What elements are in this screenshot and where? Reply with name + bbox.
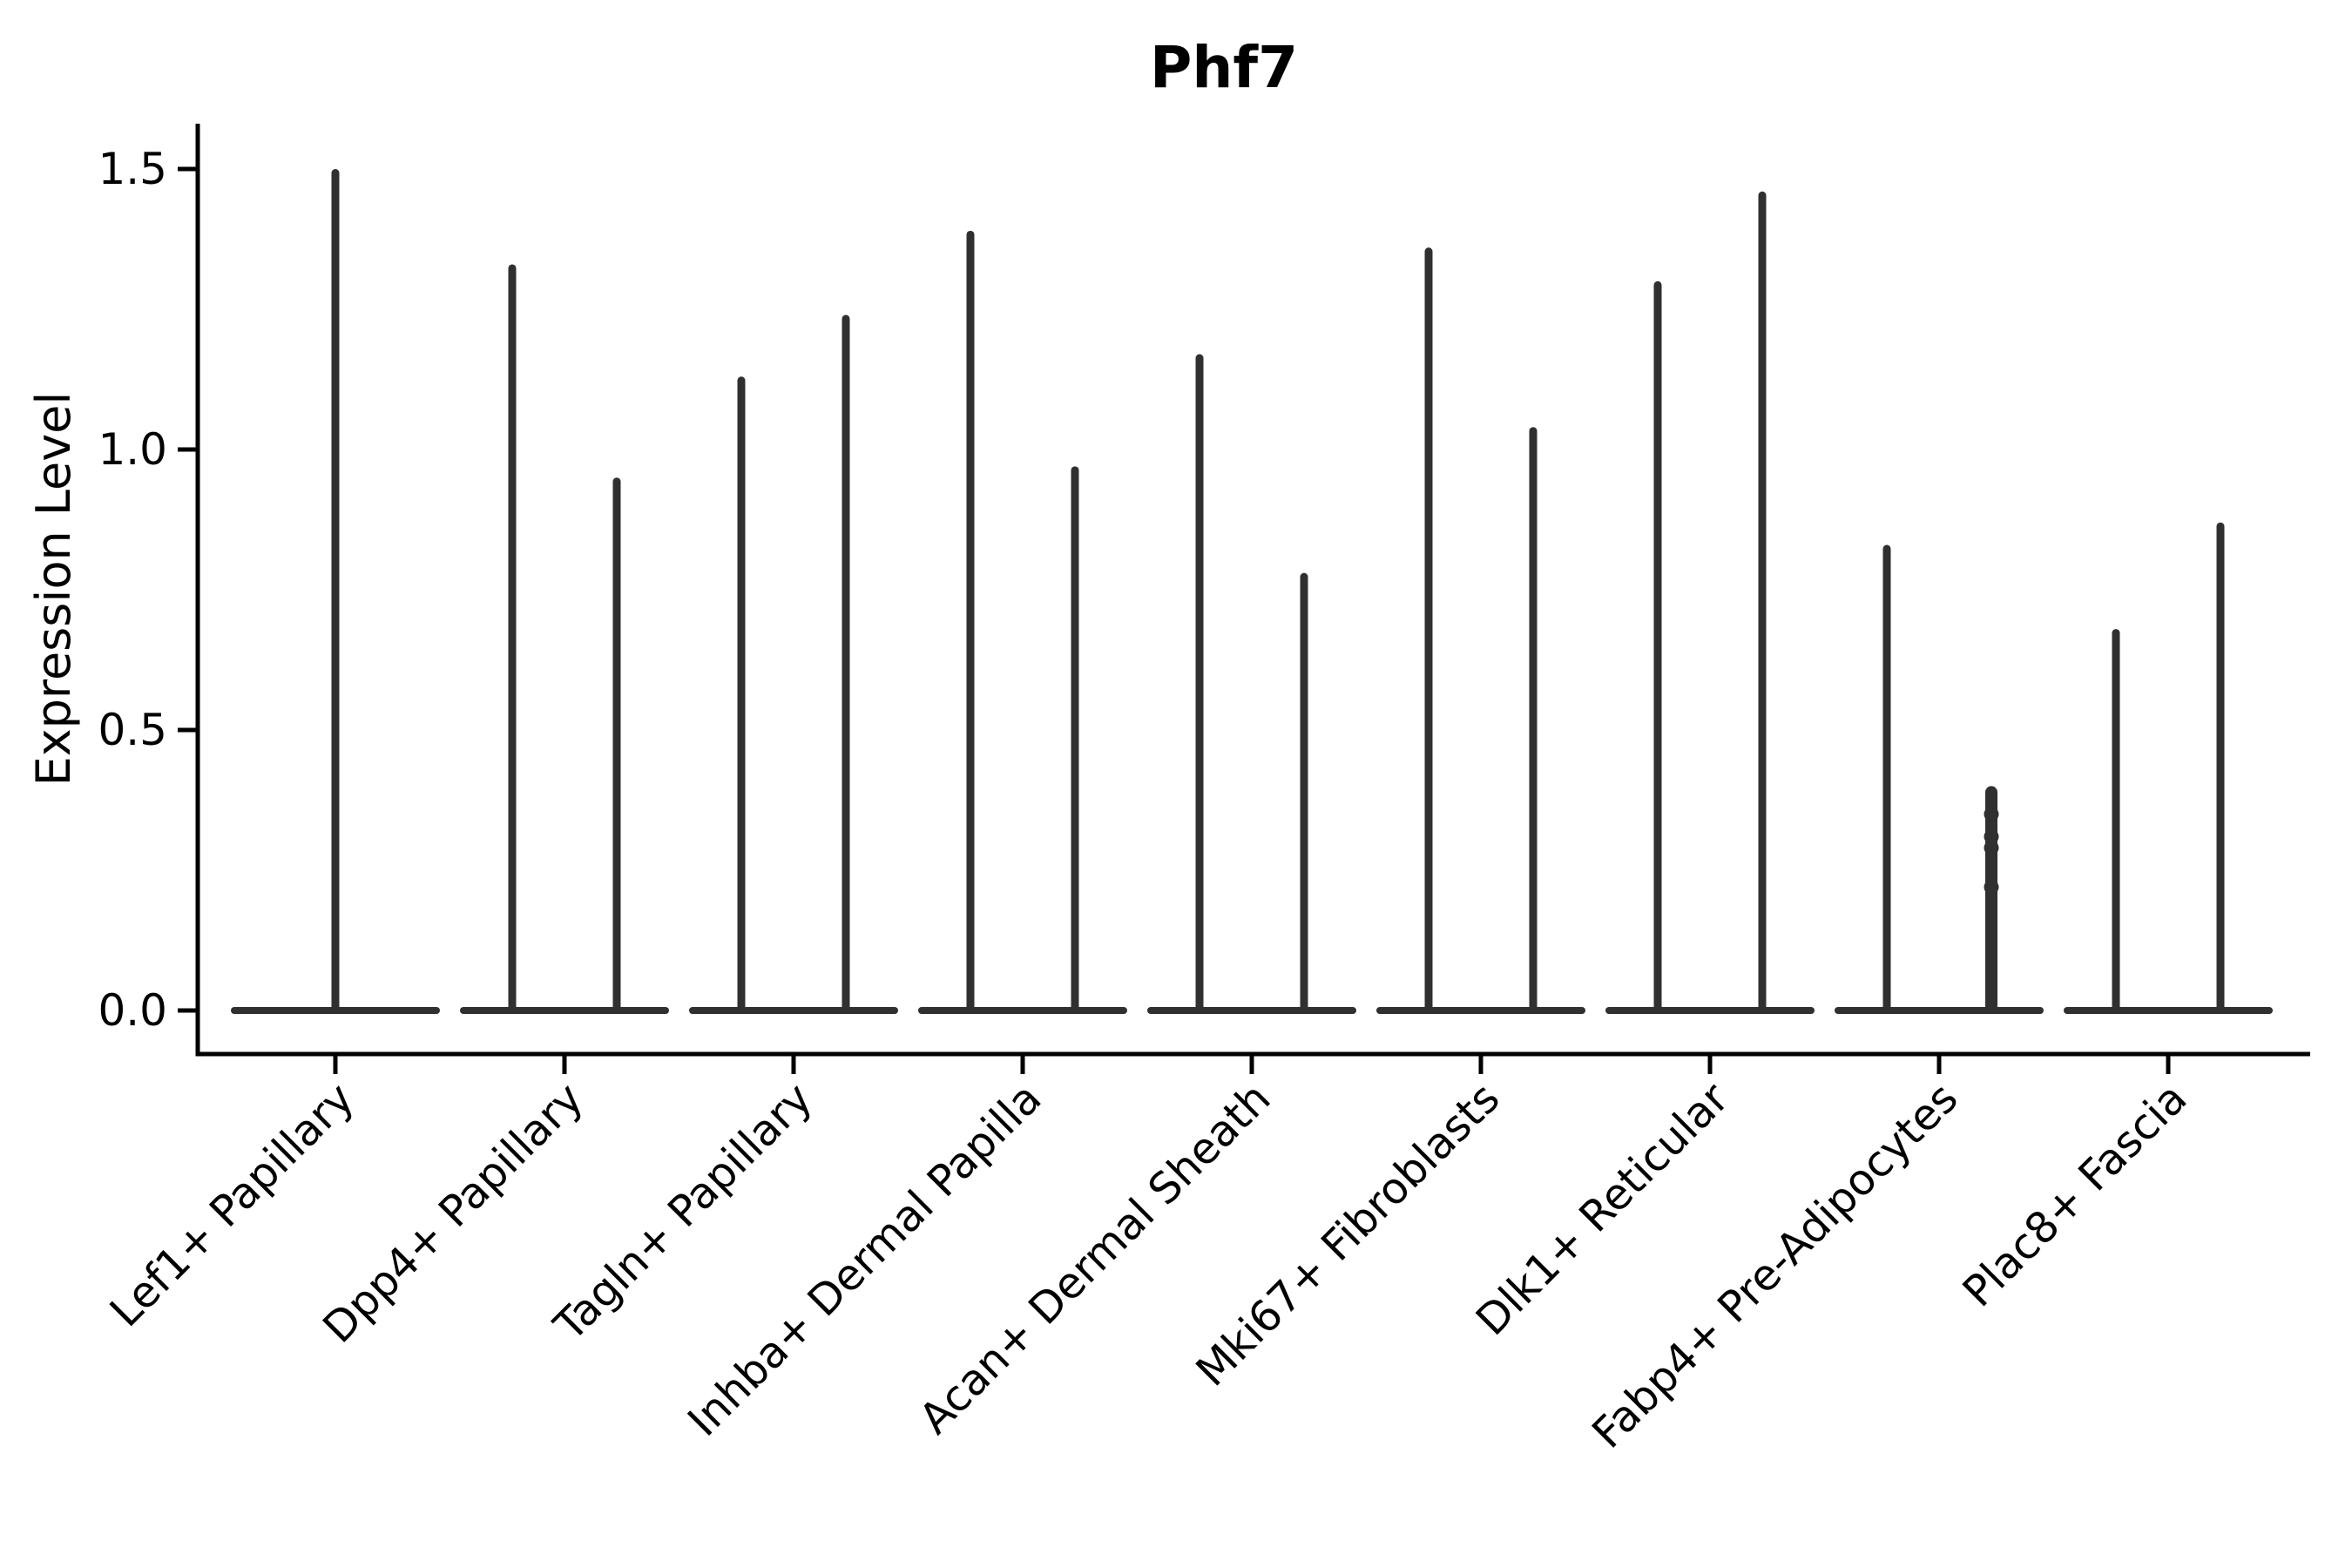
jitter-point [1984, 828, 1999, 844]
violin-spike [508, 264, 517, 1013]
violin-spike [1653, 280, 1662, 1012]
violin-group [2064, 522, 2273, 1014]
violin-spike [1300, 572, 1308, 1012]
violin-base [2064, 1007, 2273, 1014]
jitter-point [1984, 807, 1999, 822]
violin-base [460, 1007, 669, 1014]
x-tick-label: Plac8+ Fascia [1953, 1073, 2196, 1316]
x-tick-label: Dlk1+ Reticular [1467, 1073, 1740, 1346]
violin-bodies [231, 169, 2273, 1014]
violin-spike [1195, 354, 1204, 1012]
violin-spike [737, 376, 746, 1012]
violin-group [1605, 191, 1815, 1014]
violin-spike [1529, 427, 1538, 1012]
violin-base [1605, 1007, 1815, 1014]
violin-group [1376, 247, 1585, 1014]
jitter-point [1984, 879, 1999, 895]
jitter-point [1984, 840, 1999, 855]
y-tick-label: 0.0 [98, 985, 167, 1036]
violin-spike [2216, 522, 2225, 1012]
violin-base [1147, 1007, 1356, 1014]
y-tick-label: 0.5 [98, 705, 167, 755]
x-tick-label: Fabp4+ Pre-Adipocytes [1583, 1073, 1968, 1458]
y-tick-label: 1.5 [98, 144, 167, 194]
violin-spike [331, 169, 340, 1012]
violin-base [689, 1007, 898, 1014]
violin-spike [966, 230, 975, 1013]
violin-spike [841, 314, 850, 1012]
violin-spike [2112, 629, 2120, 1012]
y-tick-label: 1.0 [98, 424, 167, 475]
chart-title: Phf7 [1150, 34, 1298, 101]
violin-group [918, 230, 1127, 1014]
violin-group [1147, 354, 1356, 1014]
violin-group [1835, 544, 2044, 1014]
violin-base [1835, 1007, 2044, 1014]
violin-group [460, 264, 669, 1014]
violin-group [689, 314, 898, 1014]
violin-base [1376, 1007, 1585, 1014]
violin-spike [612, 477, 621, 1012]
violin-spike [1071, 466, 1079, 1012]
y-axis-ticks: 0.0 0.5 1.0 1.5 [98, 144, 198, 1036]
violin-base [918, 1007, 1127, 1014]
violin-group [231, 169, 440, 1014]
violin-spike [1882, 544, 1891, 1012]
x-tick-label: Lef1+ Papillary [100, 1073, 363, 1336]
y-axis-label: Expression Level [26, 392, 81, 787]
violin-spike [1758, 191, 1767, 1012]
violin-spike [1424, 247, 1433, 1012]
